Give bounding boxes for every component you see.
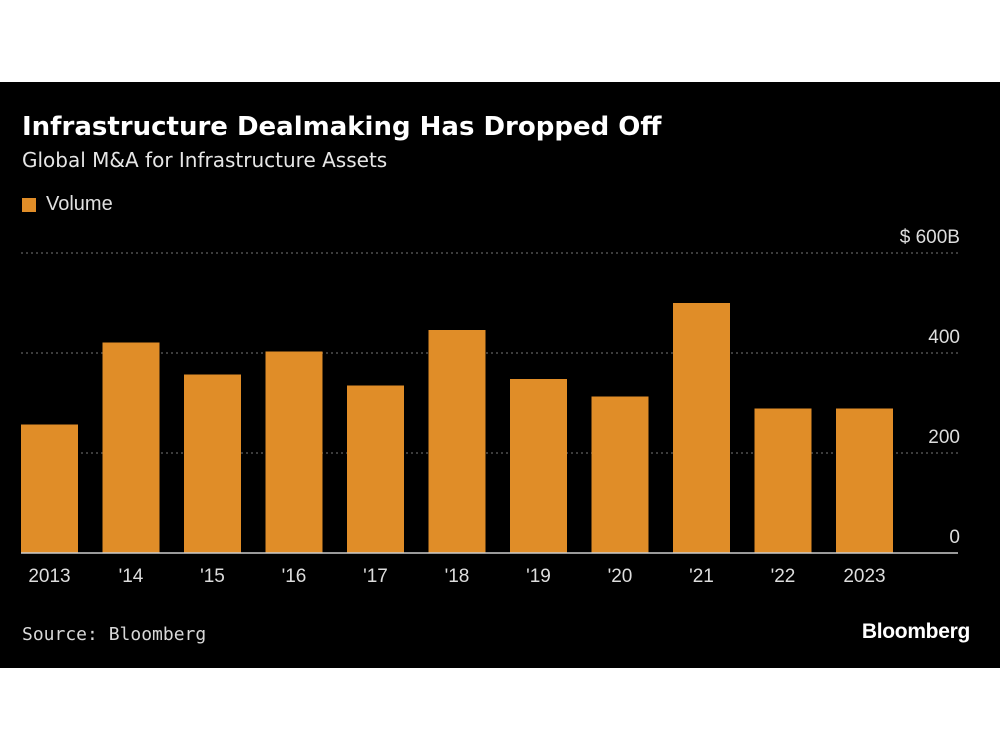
bar xyxy=(347,385,404,553)
y-tick-label: $ 600B xyxy=(900,227,960,248)
bar xyxy=(754,408,812,553)
bar-chart: 0 200 400 $ 600B 2013 '14 '15 '16 '17 '18 '19 '20 '… xyxy=(21,227,960,587)
x-tick-label: '16 xyxy=(282,566,307,587)
bar xyxy=(21,424,78,553)
source-note: Source: Bloomberg xyxy=(22,624,207,645)
bar xyxy=(591,396,649,553)
gridlines xyxy=(21,252,958,454)
x-tick-label: 2023 xyxy=(843,566,885,587)
x-tick-label: '22 xyxy=(771,566,796,587)
bar xyxy=(102,342,160,553)
x-tick-labels: 2013 '14 '15 '16 '17 '18 '19 '20 '21 '22 2023 xyxy=(28,566,885,587)
x-tick-label: '17 xyxy=(363,566,388,587)
bars xyxy=(21,303,893,553)
chart-legend: Volume xyxy=(22,193,113,216)
y-tick-label: 400 xyxy=(928,327,960,348)
bar xyxy=(673,303,730,553)
x-tick-label: '15 xyxy=(200,566,225,587)
chart-subtitle: Global M&A for Infrastructure Assets xyxy=(22,148,388,172)
x-tick-label: '21 xyxy=(689,566,714,587)
x-tick-label: '14 xyxy=(119,566,144,587)
bar xyxy=(184,374,241,553)
y-tick-label: 200 xyxy=(928,427,960,448)
x-tick-label: '20 xyxy=(608,566,633,587)
bar xyxy=(265,351,323,553)
x-tick-label: 2013 xyxy=(28,566,70,587)
y-tick-label: 0 xyxy=(949,527,960,548)
bar xyxy=(510,379,567,553)
legend-label-volume: Volume xyxy=(46,193,113,215)
bar xyxy=(428,330,486,553)
x-tick-label: '19 xyxy=(526,566,551,587)
y-tick-labels: 0 200 400 $ 600B xyxy=(900,227,960,548)
chart-title: Infrastructure Dealmaking Has Dropped Of… xyxy=(22,112,662,142)
legend-swatch-volume xyxy=(22,197,36,212)
x-tick-label: '18 xyxy=(445,566,470,587)
bar xyxy=(836,408,893,553)
bloomberg-logo: Bloomberg xyxy=(861,620,970,643)
chart-panel: Infrastructure Dealmaking Has Dropped Of… xyxy=(0,82,1000,668)
